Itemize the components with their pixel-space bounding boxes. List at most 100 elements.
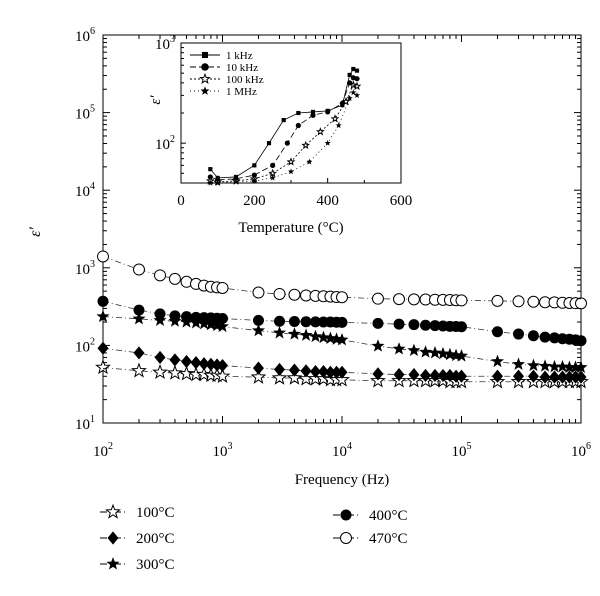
inset-point-10-khz bbox=[354, 76, 360, 82]
inset-point-1-khz bbox=[296, 110, 301, 116]
main-point-200-c bbox=[288, 363, 300, 377]
inset-point-100-khz bbox=[315, 127, 325, 136]
main-point-200-c bbox=[190, 356, 202, 370]
main-point-300-c bbox=[568, 360, 583, 373]
main-point-470-c bbox=[393, 293, 406, 306]
main-point-100-c bbox=[196, 366, 212, 382]
main-point-470-c bbox=[575, 297, 587, 310]
main-point-300-c bbox=[526, 358, 540, 372]
inset-point-1-khz bbox=[266, 141, 272, 146]
main-data-points bbox=[95, 250, 589, 389]
main-point-300-c bbox=[511, 357, 526, 370]
inset-legend-item-100-khz: 100 kHz bbox=[190, 72, 264, 86]
main-point-300-c bbox=[454, 349, 469, 362]
main-point-400-c bbox=[527, 330, 539, 342]
main-point-200-c bbox=[556, 370, 568, 384]
main-legend-marker bbox=[107, 531, 119, 545]
main-legend-item-100-c: 100°C bbox=[100, 503, 175, 521]
main-point-300-c bbox=[308, 329, 323, 343]
main-point-470-c bbox=[288, 288, 301, 301]
main-point-470-c bbox=[455, 294, 468, 307]
main-point-400-c bbox=[252, 314, 264, 326]
main-point-300-c bbox=[272, 326, 287, 339]
main-point-470-c bbox=[216, 281, 229, 294]
inset-point-100-khz bbox=[330, 114, 340, 123]
inset-y-axis-label: ε′ bbox=[148, 95, 164, 105]
main-point-300-c bbox=[449, 348, 463, 362]
main-point-300-c bbox=[371, 339, 385, 352]
main-x-tick-label: 105 bbox=[452, 441, 472, 460]
main-point-400-c bbox=[154, 308, 166, 320]
main-point-200-c bbox=[154, 350, 166, 365]
main-point-200-c bbox=[456, 369, 467, 383]
main-y-tick-label: 105 bbox=[75, 104, 95, 123]
main-point-100-c bbox=[315, 370, 332, 386]
inset-legend-item-1-khz: 1 kHz bbox=[190, 50, 253, 62]
inset-legend-marker bbox=[199, 72, 211, 84]
main-point-400-c bbox=[393, 318, 405, 330]
main-point-300-c bbox=[574, 360, 588, 373]
main-point-200-c bbox=[527, 369, 539, 383]
main-point-470-c bbox=[491, 294, 504, 307]
inset-legend-marker bbox=[200, 86, 210, 95]
inset-x-tick-label: 600 bbox=[390, 193, 413, 209]
inset-point-1-mhz bbox=[232, 178, 240, 185]
main-legend-marker bbox=[340, 509, 352, 521]
main-legend-label: 100°C bbox=[136, 505, 175, 521]
main-point-200-c bbox=[548, 370, 560, 384]
main-point-200-c bbox=[309, 364, 321, 379]
main-point-300-c bbox=[555, 359, 570, 373]
main-point-300-c bbox=[407, 343, 421, 357]
inset-x-tick-label: 200 bbox=[243, 193, 266, 209]
main-point-100-c bbox=[178, 365, 195, 381]
main-point-470-c bbox=[336, 291, 348, 304]
main-y-tick-label: 101 bbox=[75, 414, 95, 433]
main-point-200-c bbox=[393, 368, 405, 382]
main-point-300-c bbox=[562, 360, 576, 373]
main-point-300-c bbox=[299, 328, 313, 341]
main-point-200-c bbox=[274, 362, 286, 377]
inset-point-1-mhz bbox=[324, 139, 331, 146]
main-point-200-c bbox=[317, 364, 329, 379]
main-point-470-c bbox=[154, 269, 167, 282]
main-legend-label: 400°C bbox=[369, 508, 408, 524]
main-point-100-c bbox=[214, 367, 231, 383]
main-point-300-c bbox=[418, 345, 433, 358]
main-x-tick-label: 106 bbox=[571, 441, 591, 460]
inset-point-1-khz bbox=[281, 117, 286, 123]
inset-x-axis-label: Temperature (°C) bbox=[238, 220, 343, 236]
inset-point-1-mhz bbox=[335, 122, 342, 129]
main-point-400-c bbox=[513, 328, 525, 340]
inset-point-1-mhz bbox=[287, 168, 295, 175]
main-point-200-c bbox=[429, 368, 441, 383]
inset-point-1-mhz bbox=[269, 174, 276, 181]
main-point-100-c bbox=[131, 362, 147, 378]
main-point-470-c bbox=[132, 263, 145, 276]
main-point-200-c bbox=[575, 370, 587, 384]
inset-point-1-mhz bbox=[306, 158, 313, 165]
main-point-400-c bbox=[309, 316, 321, 328]
main-point-300-c bbox=[316, 330, 331, 344]
main-y-axis-label: ε′ bbox=[27, 227, 44, 237]
main-point-470-c bbox=[97, 250, 109, 263]
main-point-200-c bbox=[420, 368, 432, 383]
main-point-400-c bbox=[288, 316, 300, 328]
main-point-200-c bbox=[252, 361, 264, 375]
main-point-400-c bbox=[491, 326, 503, 338]
main-point-200-c bbox=[324, 365, 336, 379]
inset-point-1-khz bbox=[347, 72, 352, 78]
main-point-400-c bbox=[169, 310, 181, 322]
main-point-300-c bbox=[392, 342, 406, 355]
inset-axis-ticks: 0 200 400 600 102 103 bbox=[155, 34, 412, 209]
inset-legend-marker bbox=[201, 51, 209, 59]
inset-data-points bbox=[205, 66, 362, 186]
main-point-470-c bbox=[512, 295, 525, 308]
main-point-100-c bbox=[250, 368, 267, 384]
main-legend-item-400-c: 400°C bbox=[333, 508, 408, 524]
main-point-300-c bbox=[329, 332, 344, 345]
main-point-470-c bbox=[273, 287, 286, 300]
main-point-200-c bbox=[513, 369, 525, 383]
main-point-470-c bbox=[527, 295, 540, 308]
